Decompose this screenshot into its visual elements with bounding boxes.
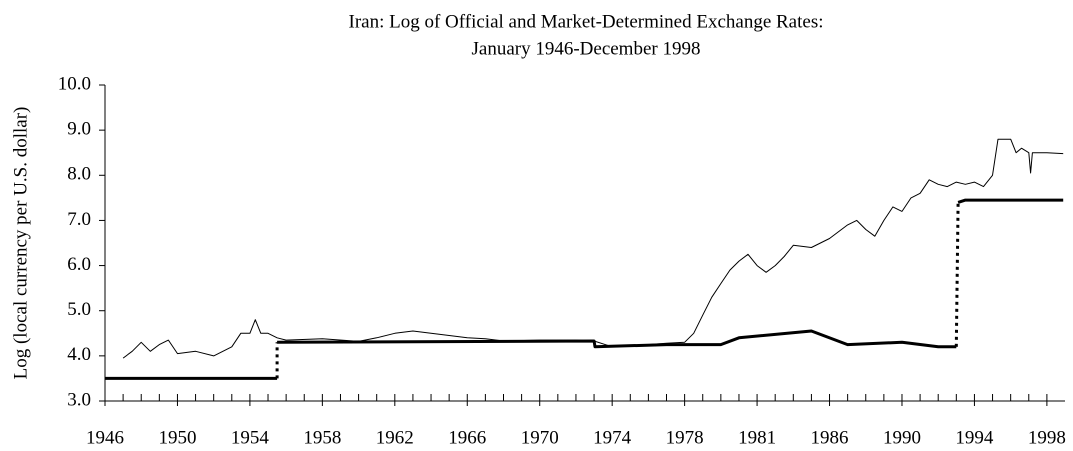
- x-tick-label: 1966: [448, 427, 486, 448]
- x-tick-label: 1970: [521, 427, 559, 448]
- y-tick-label: 6.0: [67, 254, 91, 275]
- x-tick-label: 1994: [955, 427, 994, 448]
- x-tick-label: 1954: [231, 427, 270, 448]
- x-tick-label: 1962: [376, 427, 414, 448]
- y-axis-label: Log (local currency per U.S. dollar): [10, 107, 31, 380]
- y-tick-label: 3.0: [67, 389, 91, 410]
- chart-title: Iran: Log of Official and Market-Determi…: [349, 11, 824, 32]
- y-tick-label: 8.0: [67, 164, 91, 185]
- series-line: [122, 138, 1064, 359]
- x-tick-label: 1946: [86, 427, 124, 448]
- y-tick-label: 7.0: [67, 209, 91, 230]
- y-tick-label: 10.0: [58, 73, 91, 94]
- x-tick-label: 1958: [303, 427, 341, 448]
- y-tick-label: 5.0: [67, 299, 91, 320]
- series-line: [105, 198, 1064, 380]
- x-tick-label: 1998: [1028, 427, 1066, 448]
- chart-subtitle: January 1946-December 1998: [472, 38, 701, 59]
- gap-connector: [954, 202, 960, 347]
- x-tick-label: 1950: [158, 427, 196, 448]
- y-tick-label: 9.0: [67, 119, 91, 140]
- x-tick-label: 1981: [738, 427, 776, 448]
- y-tick-label: 4.0: [67, 344, 91, 365]
- x-tick-label: 1974: [593, 427, 632, 448]
- x-tick-label: 1978: [666, 427, 704, 448]
- x-tick-label: 1986: [811, 427, 849, 448]
- x-tick-label: 1990: [883, 427, 921, 448]
